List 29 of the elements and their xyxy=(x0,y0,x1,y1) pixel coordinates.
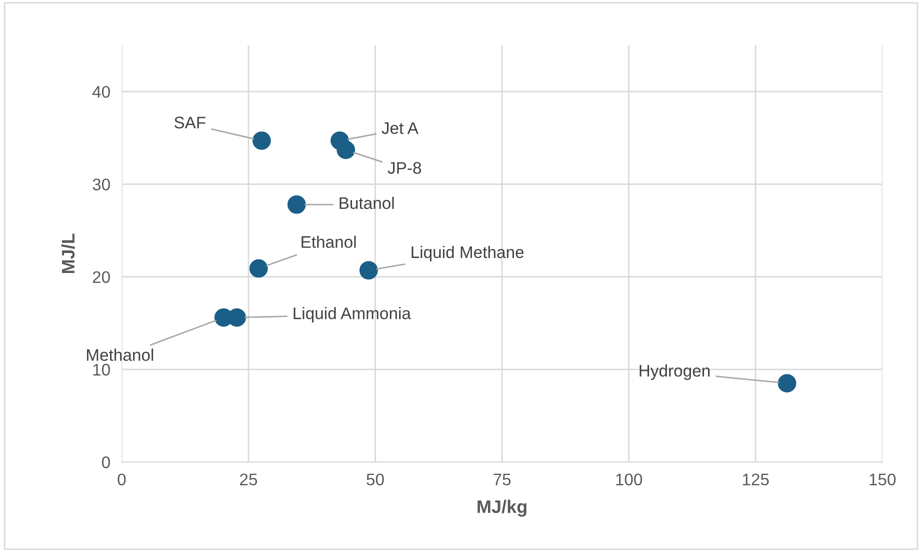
x-tick-label: 150 xyxy=(870,474,896,486)
x-tick-label: 75 xyxy=(494,474,511,486)
annotation: Butanol xyxy=(340,196,394,210)
annotation: Methanol xyxy=(86,348,154,361)
annotation: Jet A xyxy=(382,122,418,134)
y-tick-label: 40 xyxy=(92,86,110,98)
y-tick-label: 0 xyxy=(102,456,110,468)
point xyxy=(252,131,271,150)
x-tick-label: 0 xyxy=(118,474,126,486)
x-tick-label: 100 xyxy=(616,474,642,486)
point xyxy=(249,259,268,278)
x-tick-label: 50 xyxy=(366,474,384,486)
annotation: SAF xyxy=(174,116,206,128)
y-tick-label: 10 xyxy=(93,364,110,376)
annotation: Liquid Ammonia xyxy=(294,307,411,323)
annotation: Liquid Methane xyxy=(412,246,524,262)
point xyxy=(287,195,306,214)
annotation: Hydrogen xyxy=(640,364,710,380)
annotation: Ethanol xyxy=(302,236,356,248)
y-axis-title: MJ/L xyxy=(61,234,75,273)
point xyxy=(359,261,378,280)
point xyxy=(778,374,796,393)
x-tick-label: 25 xyxy=(240,474,258,486)
y-tick-label: 20 xyxy=(92,271,110,283)
x-axis-title: MJ/kg xyxy=(478,500,526,517)
annotation: JP-8 xyxy=(388,162,422,174)
y-tick-label: 30 xyxy=(92,178,110,190)
x-tick-label: 125 xyxy=(742,474,769,486)
point xyxy=(336,140,356,160)
